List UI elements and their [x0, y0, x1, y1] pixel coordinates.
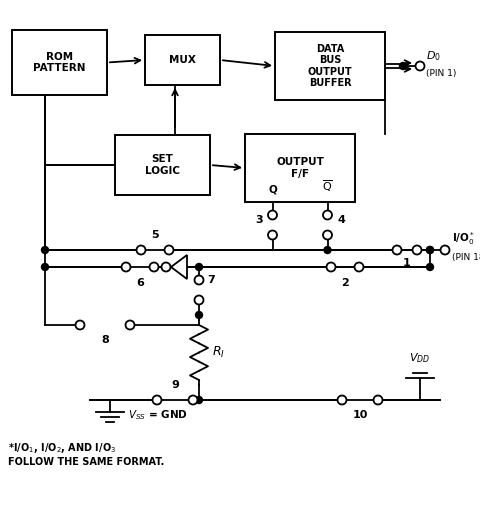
Circle shape: [373, 396, 383, 405]
Text: 4: 4: [337, 215, 346, 225]
Text: $V_{DD}$: $V_{DD}$: [409, 351, 431, 365]
Circle shape: [189, 396, 197, 405]
Circle shape: [393, 245, 401, 254]
Circle shape: [195, 311, 203, 318]
Text: 5: 5: [151, 230, 159, 240]
Circle shape: [323, 230, 332, 240]
Text: 10: 10: [352, 410, 368, 420]
Circle shape: [195, 396, 203, 404]
Text: SET
LOGIC: SET LOGIC: [145, 154, 180, 176]
Text: 8: 8: [101, 335, 109, 345]
Text: $\overline{\rm Q}$: $\overline{\rm Q}$: [322, 178, 333, 194]
Circle shape: [326, 263, 336, 271]
Text: I/O$_0^*$: I/O$_0^*$: [452, 230, 475, 247]
Text: *I/O$_1$, I/O$_2$, AND I/O$_3$: *I/O$_1$, I/O$_2$, AND I/O$_3$: [8, 441, 116, 455]
Circle shape: [125, 320, 134, 330]
Circle shape: [337, 396, 347, 405]
Circle shape: [136, 245, 145, 254]
Circle shape: [399, 62, 407, 70]
Bar: [115, 135, 210, 195]
Text: MUX: MUX: [169, 55, 196, 65]
Circle shape: [427, 246, 433, 253]
Circle shape: [324, 246, 331, 253]
Text: ROM
PATTERN: ROM PATTERN: [33, 51, 86, 73]
Circle shape: [412, 245, 421, 254]
Circle shape: [268, 211, 277, 219]
Text: FOLLOW THE SAME FORMAT.: FOLLOW THE SAME FORMAT.: [8, 457, 164, 467]
Circle shape: [149, 263, 158, 271]
Bar: [12, 30, 107, 95]
Polygon shape: [171, 255, 187, 279]
Text: (PIN 18): (PIN 18): [452, 253, 480, 262]
Circle shape: [75, 320, 84, 330]
Text: 6: 6: [136, 278, 144, 288]
Circle shape: [355, 263, 363, 271]
Circle shape: [323, 211, 332, 219]
Text: 3: 3: [255, 215, 263, 225]
Text: 2: 2: [341, 278, 349, 288]
Text: $V_{SS}$ = GND: $V_{SS}$ = GND: [128, 408, 188, 422]
Bar: [245, 134, 355, 202]
Text: 1: 1: [403, 258, 411, 268]
Text: OUTPUT
F/F: OUTPUT F/F: [276, 157, 324, 179]
Circle shape: [427, 246, 433, 253]
Circle shape: [195, 264, 203, 270]
Circle shape: [427, 264, 433, 270]
Text: $R_I$: $R_I$: [212, 345, 225, 360]
Circle shape: [194, 276, 204, 284]
Bar: [275, 32, 385, 100]
Circle shape: [121, 263, 131, 271]
Circle shape: [41, 264, 48, 270]
Circle shape: [194, 295, 204, 305]
Text: 9: 9: [171, 380, 179, 390]
Text: $D_0$: $D_0$: [426, 49, 441, 63]
Circle shape: [441, 245, 449, 254]
Circle shape: [416, 61, 424, 71]
Circle shape: [41, 246, 48, 253]
Text: (PIN 1): (PIN 1): [426, 69, 456, 78]
Bar: [145, 35, 220, 85]
Circle shape: [268, 230, 277, 240]
Circle shape: [153, 396, 161, 405]
Text: Q: Q: [268, 184, 277, 194]
Text: DATA
BUS
OUTPUT
BUFFER: DATA BUS OUTPUT BUFFER: [308, 44, 352, 88]
Circle shape: [165, 245, 173, 254]
Circle shape: [161, 263, 170, 271]
Text: 7: 7: [207, 275, 215, 285]
